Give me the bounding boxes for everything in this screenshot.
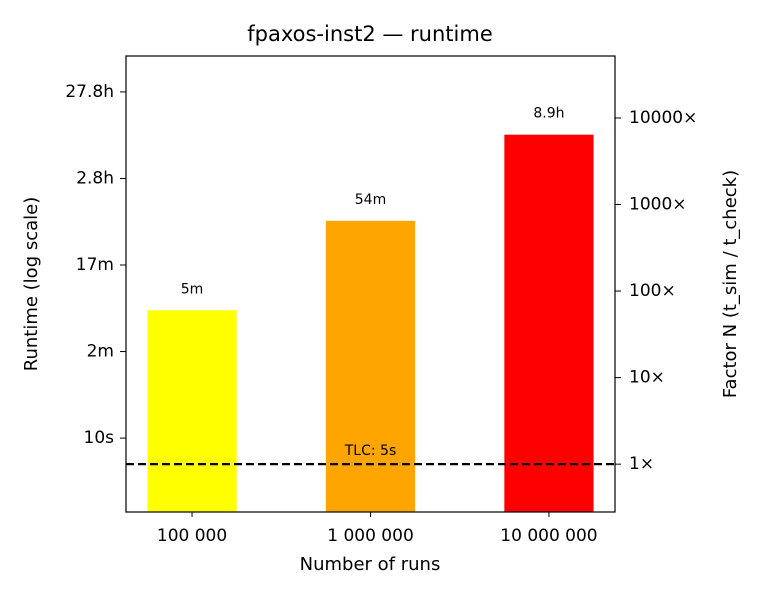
y2-tick-label: 1000× xyxy=(629,195,687,215)
y-tick-label: 27.8h xyxy=(65,82,114,102)
value-label: 54m xyxy=(355,192,386,208)
y-tick-label: 2m xyxy=(87,342,114,362)
y-tick-label: 10s xyxy=(84,428,115,448)
y2-tick-label: 100× xyxy=(629,281,676,301)
y-tick-label: 2.8h xyxy=(76,168,114,188)
value-label: 5m xyxy=(181,281,204,297)
bar xyxy=(504,134,594,512)
x-tick-label: 1 000 000 xyxy=(327,526,414,546)
y-axis-label: Runtime (log scale) xyxy=(21,197,42,372)
x-tick-label: 10 000 000 xyxy=(500,526,597,546)
value-label: 8.9h xyxy=(533,106,564,122)
reference-label: TLC: 5s xyxy=(344,443,397,459)
bar xyxy=(325,220,416,512)
y2-tick-label: 10000× xyxy=(629,108,697,128)
chart-title: fpaxos-inst2 — runtime xyxy=(247,22,492,46)
y2-tick-label: 1× xyxy=(629,454,654,474)
plot-frame xyxy=(125,55,616,513)
x-axis-label: Number of runs xyxy=(300,554,441,575)
y-tick-label: 17m xyxy=(76,255,114,275)
y2-tick-label: 10× xyxy=(629,368,665,388)
y2-axis-label: Factor N (t_sim / t_check) xyxy=(720,170,741,398)
bar xyxy=(147,310,237,512)
x-tick-label: 100 000 xyxy=(157,526,227,546)
